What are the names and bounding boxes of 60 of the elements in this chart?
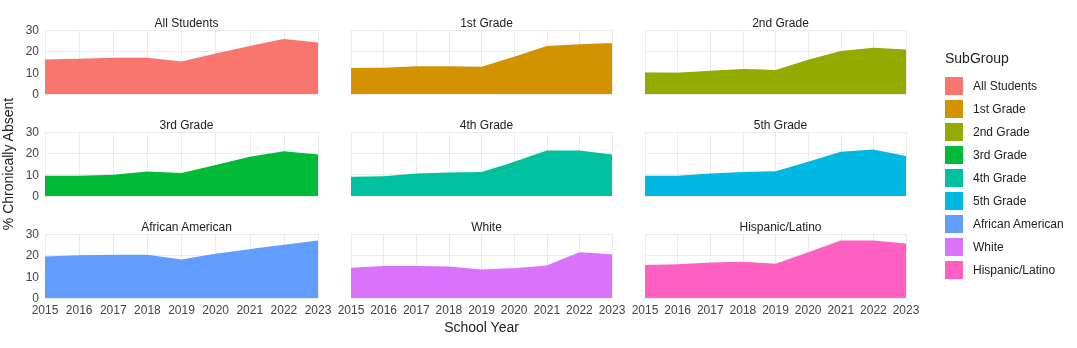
chart-title: 4th Grade [459, 118, 514, 132]
chart-title: Hispanic/Latino [739, 220, 822, 234]
legend-title: SubGroup [945, 50, 1010, 66]
y-tick-label: 20 [25, 146, 40, 161]
y-tick-label: 0 [32, 291, 40, 305]
x-tick-label: 2022 [270, 303, 298, 317]
y-tick-label: 0 [32, 189, 40, 203]
chart-title: All Students [154, 16, 219, 30]
legend-label: All Students [973, 78, 1038, 93]
x-tick-label: 2021 [533, 303, 561, 317]
chart-title: 2nd Grade [752, 16, 810, 30]
y-tick-label: 0 [32, 87, 40, 101]
x-tick-label: 2018 [729, 303, 757, 317]
y-tick-label: 30 [25, 227, 40, 241]
chart-title: African American [141, 220, 232, 234]
legend-label: 5th Grade [973, 193, 1027, 208]
x-tick-label: 2021 [827, 303, 855, 317]
chart-title: 5th Grade [753, 118, 808, 132]
y-tick-label: 10 [25, 167, 40, 182]
x-tick-label: 2023 [892, 303, 920, 317]
chart-title: White [471, 220, 503, 234]
chart-title: 1st Grade [460, 16, 514, 30]
x-tick-label: 2019 [762, 303, 790, 317]
x-tick-label: 2022 [566, 303, 594, 317]
y-tick-label: 10 [25, 269, 40, 284]
x-tick-label: 2015 [337, 303, 365, 317]
legend-label: 4th Grade [973, 170, 1027, 185]
x-tick-label: 2021 [236, 303, 264, 317]
x-tick-label: 2022 [860, 303, 888, 317]
legend-label: White [973, 239, 1004, 254]
x-tick-label: 2017 [402, 303, 430, 317]
y-tick-label: 30 [25, 125, 40, 139]
chart-title: 3rd Grade [159, 118, 214, 132]
x-tick-label: 2019 [168, 303, 196, 317]
y-tick-label: 20 [25, 44, 40, 59]
x-tick-label: 2023 [598, 303, 626, 317]
x-tick-label: 2016 [65, 303, 93, 317]
x-tick-label: 2016 [370, 303, 398, 317]
x-tick-label: 2020 [794, 303, 822, 317]
legend-label: 1st Grade [973, 101, 1026, 116]
x-tick-label: 2016 [664, 303, 692, 317]
legend-label: 2nd Grade [973, 124, 1030, 139]
x-tick-label: 2020 [500, 303, 528, 317]
x-tick-label: 2017 [696, 303, 724, 317]
x-tick-label: 2018 [134, 303, 162, 317]
y-tick-label: 20 [25, 248, 40, 263]
legend-label: African American [973, 216, 1064, 231]
x-tick-label: 2019 [468, 303, 496, 317]
legend-label: Hispanic/Latino [973, 262, 1056, 277]
legend-label: 3rd Grade [973, 147, 1028, 162]
x-tick-label: 2020 [202, 303, 230, 317]
y-tick-label: 30 [25, 23, 40, 37]
y-tick-label: 10 [25, 65, 40, 80]
x-tick-label: 2017 [99, 303, 127, 317]
x-tick-label: 2018 [435, 303, 463, 317]
x-tick-label: 2023 [304, 303, 332, 317]
x-tick-label: 2015 [31, 303, 59, 317]
x-axis-title: School Year [444, 319, 520, 335]
x-tick-label: 2015 [631, 303, 659, 317]
y-axis-title: % Chronically Absent [0, 97, 16, 231]
